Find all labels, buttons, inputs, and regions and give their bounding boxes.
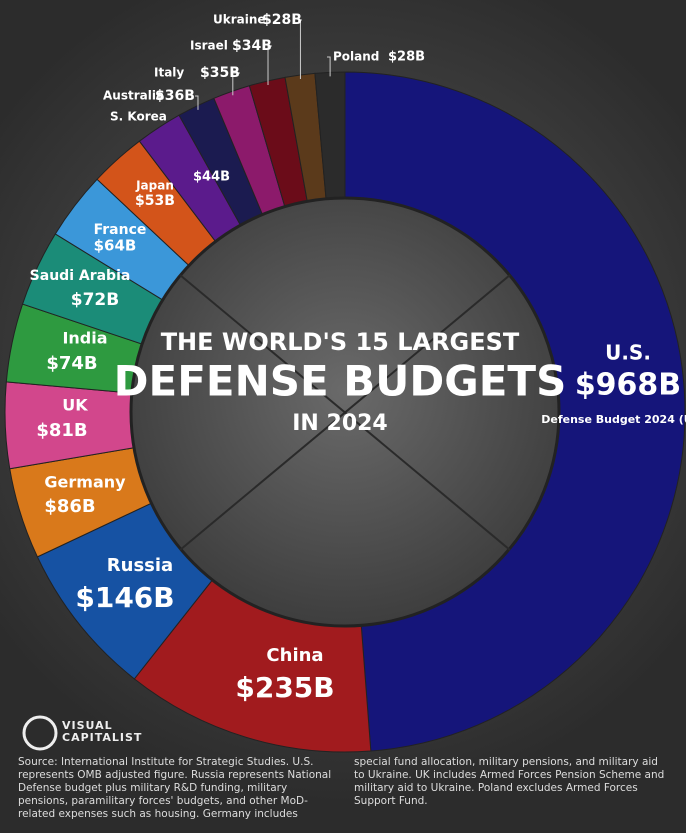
title-line: THE WORLD'S 15 LARGEST <box>161 328 520 356</box>
category-label: Ukraine <box>213 13 266 27</box>
plate-seam <box>179 274 511 551</box>
category-label: Germany <box>44 473 126 492</box>
category-label: India <box>62 329 107 348</box>
leader-line <box>327 56 331 77</box>
category-label: Saudi Arabia <box>30 268 131 284</box>
category-label: China <box>266 645 323 666</box>
value-label: $28B <box>262 12 302 28</box>
logo-icon <box>22 715 58 751</box>
category-label: UK <box>62 396 88 415</box>
category-label: U.S. <box>605 341 651 365</box>
value-label: $53B <box>135 193 175 209</box>
category-label: Australia <box>103 89 164 103</box>
value-label: $86B <box>44 496 95 517</box>
source-note: Source: International Institute for Stra… <box>18 756 665 820</box>
value-label: $34B <box>232 38 272 54</box>
value-label: $35B <box>200 65 240 81</box>
annotation: Defense Budget 2024 (USD) <box>541 413 686 426</box>
value-label: $28B <box>388 50 425 65</box>
value-label: $36B <box>155 88 195 104</box>
category-label: Russia <box>107 555 173 576</box>
value-label: $235B <box>235 671 334 704</box>
title-line: DEFENSE BUDGETS <box>114 357 567 406</box>
category-label: Japan <box>135 179 174 193</box>
value-label: $44B <box>193 170 230 185</box>
leader-line <box>232 72 240 96</box>
leader-line <box>299 19 302 79</box>
value-label: $74B <box>46 353 97 374</box>
value-label: $72B <box>71 290 119 310</box>
category-label: Israel <box>190 39 228 53</box>
category-label: Poland <box>333 50 379 64</box>
category-label: France <box>94 222 147 238</box>
category-label: S. Korea <box>110 110 167 124</box>
logo: VISUAL CAPITALIST <box>62 719 143 744</box>
value-label: $968B <box>575 368 681 403</box>
value-label: $64B <box>94 237 137 255</box>
category-label: Italy <box>154 66 184 80</box>
title-line: IN 2024 <box>292 411 388 436</box>
value-label: $81B <box>36 420 87 441</box>
leader-line <box>267 45 272 85</box>
value-label: $146B <box>75 581 174 614</box>
leader-line <box>195 95 199 110</box>
